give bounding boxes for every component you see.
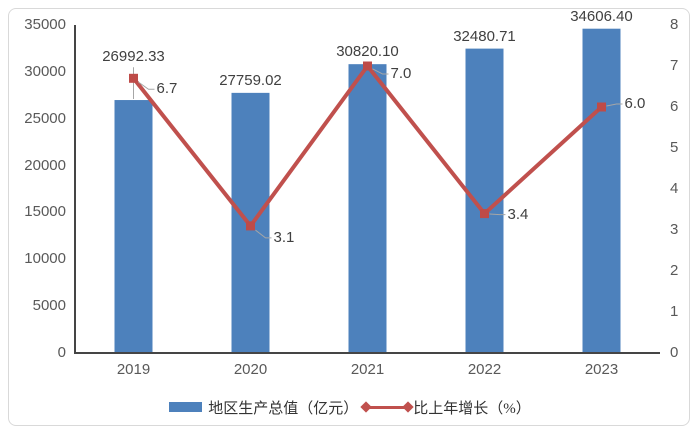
bar [348,64,387,353]
bar-series-swatch-icon [169,402,203,412]
line-series-swatch-icon [360,401,414,413]
line-marker-icon [129,73,138,83]
line-marker-icon [246,221,255,231]
line-marker-icon [480,209,489,219]
legend-item-gdp: 地区生产总值（亿元） [169,397,358,418]
line-swatch-line [365,405,410,409]
leader-line [489,213,506,216]
line-marker-icon [597,102,606,112]
leader-line [372,68,389,75]
leader-line [138,81,155,90]
legend: 地区生产总值（亿元） 比上年增长（%） [0,396,700,418]
bar [114,100,153,353]
leader-line [606,103,623,107]
legend-label-gdp: 地区生产总值（亿元） [208,400,359,417]
bar [582,28,621,353]
legend-item-growth: 比上年增长（%） [358,397,531,418]
line-marker-icon [363,61,372,71]
diamond-marker-icon [402,401,414,413]
legend-label-growth: 比上年增长（%） [413,400,531,417]
leader-line [255,229,272,239]
